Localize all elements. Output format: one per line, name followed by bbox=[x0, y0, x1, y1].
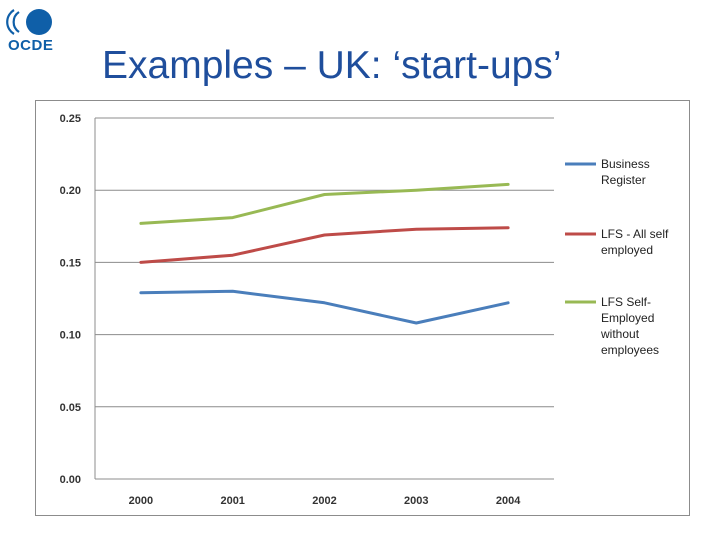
legend-label-line: LFS - All self bbox=[601, 227, 669, 241]
y-tick-label: 0.25 bbox=[60, 113, 81, 125]
x-tick-label: 2002 bbox=[312, 495, 336, 507]
x-tick-label: 2001 bbox=[220, 495, 244, 507]
logo-text: OCDE bbox=[8, 37, 54, 54]
y-tick-label: 0.20 bbox=[60, 185, 81, 197]
legend-label-line: Business bbox=[601, 157, 650, 171]
series-line-1 bbox=[139, 289, 510, 325]
legend-label-line: Register bbox=[601, 173, 646, 187]
y-tick-label: 0.15 bbox=[60, 257, 81, 269]
legend-label-line: LFS Self- bbox=[601, 295, 651, 309]
legend-label: LFS Self- Employed without employees bbox=[600, 295, 659, 357]
slide-title: Examples – UK: ‘start-ups’ bbox=[102, 44, 562, 87]
y-tick-label: 0.10 bbox=[60, 330, 81, 342]
series-line-2 bbox=[139, 226, 510, 264]
x-tick-label: 2000 bbox=[129, 495, 153, 507]
series-line-3 bbox=[139, 182, 510, 225]
y-tick-label: 0.00 bbox=[60, 474, 81, 486]
legend-label-line: employees bbox=[601, 343, 659, 357]
chart-area: 0.00 0.05 0.10 0.15 0.20 0.25 2000 2001 2002 2003… bbox=[35, 100, 690, 516]
legend-label: Business Register bbox=[601, 157, 650, 187]
logo-arc-1 bbox=[6, 9, 15, 35]
logo-arc-2 bbox=[12, 11, 20, 33]
legend-label-line: employed bbox=[601, 243, 653, 257]
y-tick-label: 0.05 bbox=[60, 402, 81, 414]
x-tick-label: 2004 bbox=[496, 495, 521, 507]
legend-label-line: Employed bbox=[601, 311, 654, 325]
x-tick-label: 2003 bbox=[404, 495, 428, 507]
legend-label: LFS - All self employed bbox=[601, 227, 669, 257]
oecd-logo bbox=[6, 9, 52, 35]
line-chart: 0.00 0.05 0.10 0.15 0.20 0.25 2000 2001 2002 2003… bbox=[60, 113, 669, 507]
logo-circle bbox=[26, 9, 52, 35]
legend-label-line: without bbox=[600, 327, 640, 341]
